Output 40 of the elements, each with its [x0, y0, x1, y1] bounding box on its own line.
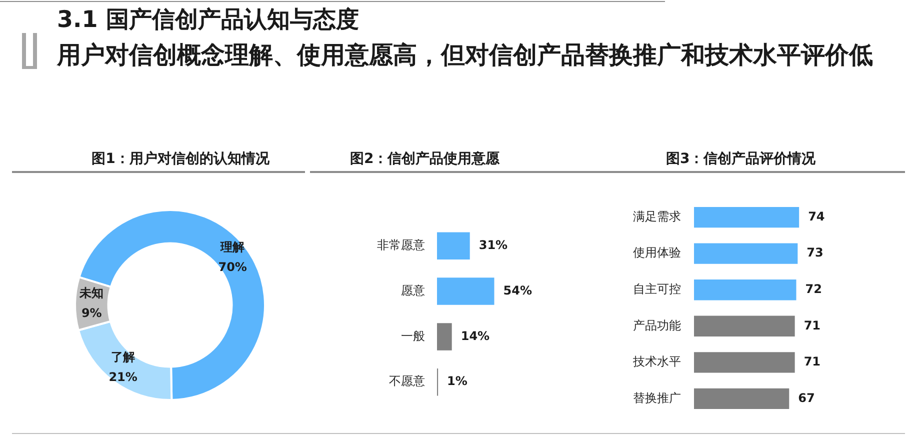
bar — [437, 278, 494, 305]
y-tick-label: 不愿意 — [389, 374, 425, 388]
data-label: 31% — [478, 238, 508, 252]
chart-title: 图2：信创产品使用意愿 — [350, 151, 500, 167]
chart-title: 图3：信创产品评价情况 — [666, 151, 816, 167]
bar — [437, 232, 470, 260]
data-label: 71 — [804, 354, 821, 369]
y-tick-label: 产品功能 — [633, 318, 681, 332]
y-tick-label: 非常愿意 — [377, 238, 425, 252]
data-label: 67 — [798, 390, 815, 405]
slice-label: 理解 — [220, 240, 245, 254]
text: 3.1 国产信创产品认知与态度 — [57, 7, 359, 33]
bar — [437, 323, 452, 350]
y-tick-label: 技术水平 — [632, 354, 681, 369]
data-label: 21% — [108, 370, 138, 384]
slice-label: 未知 — [78, 286, 104, 300]
y-tick-label: 一般 — [401, 328, 425, 343]
data-label: 1% — [447, 374, 468, 388]
slice-label: 了解 — [111, 350, 136, 364]
bar — [694, 388, 790, 410]
y-tick-label: 替换推广 — [633, 390, 681, 405]
data-label: 73 — [806, 246, 824, 260]
data-label: 14% — [460, 328, 490, 343]
y-tick-label: 愿意 — [401, 283, 425, 298]
chart-title: 图1：用户对信创的认知情况 — [92, 151, 270, 167]
y-tick-label: 自主可控 — [633, 282, 681, 296]
data-label: 9% — [81, 306, 102, 320]
y-tick-label: 满足需求 — [633, 209, 681, 224]
data-label: 54% — [503, 283, 532, 298]
y-tick-label: 使用体验 — [633, 246, 681, 260]
data-label: 70% — [218, 260, 247, 274]
data-label: 71 — [804, 318, 821, 332]
text: 用户对信创概念理解、使用意愿高，但对信创产品替换推广和技术水平评价低 — [57, 41, 873, 69]
bar — [694, 316, 795, 336]
bar — [694, 207, 800, 228]
bar — [694, 280, 796, 300]
data-label: 74 — [808, 209, 825, 224]
bar — [694, 352, 795, 373]
data-label: 72 — [805, 282, 822, 296]
bar — [694, 243, 798, 264]
